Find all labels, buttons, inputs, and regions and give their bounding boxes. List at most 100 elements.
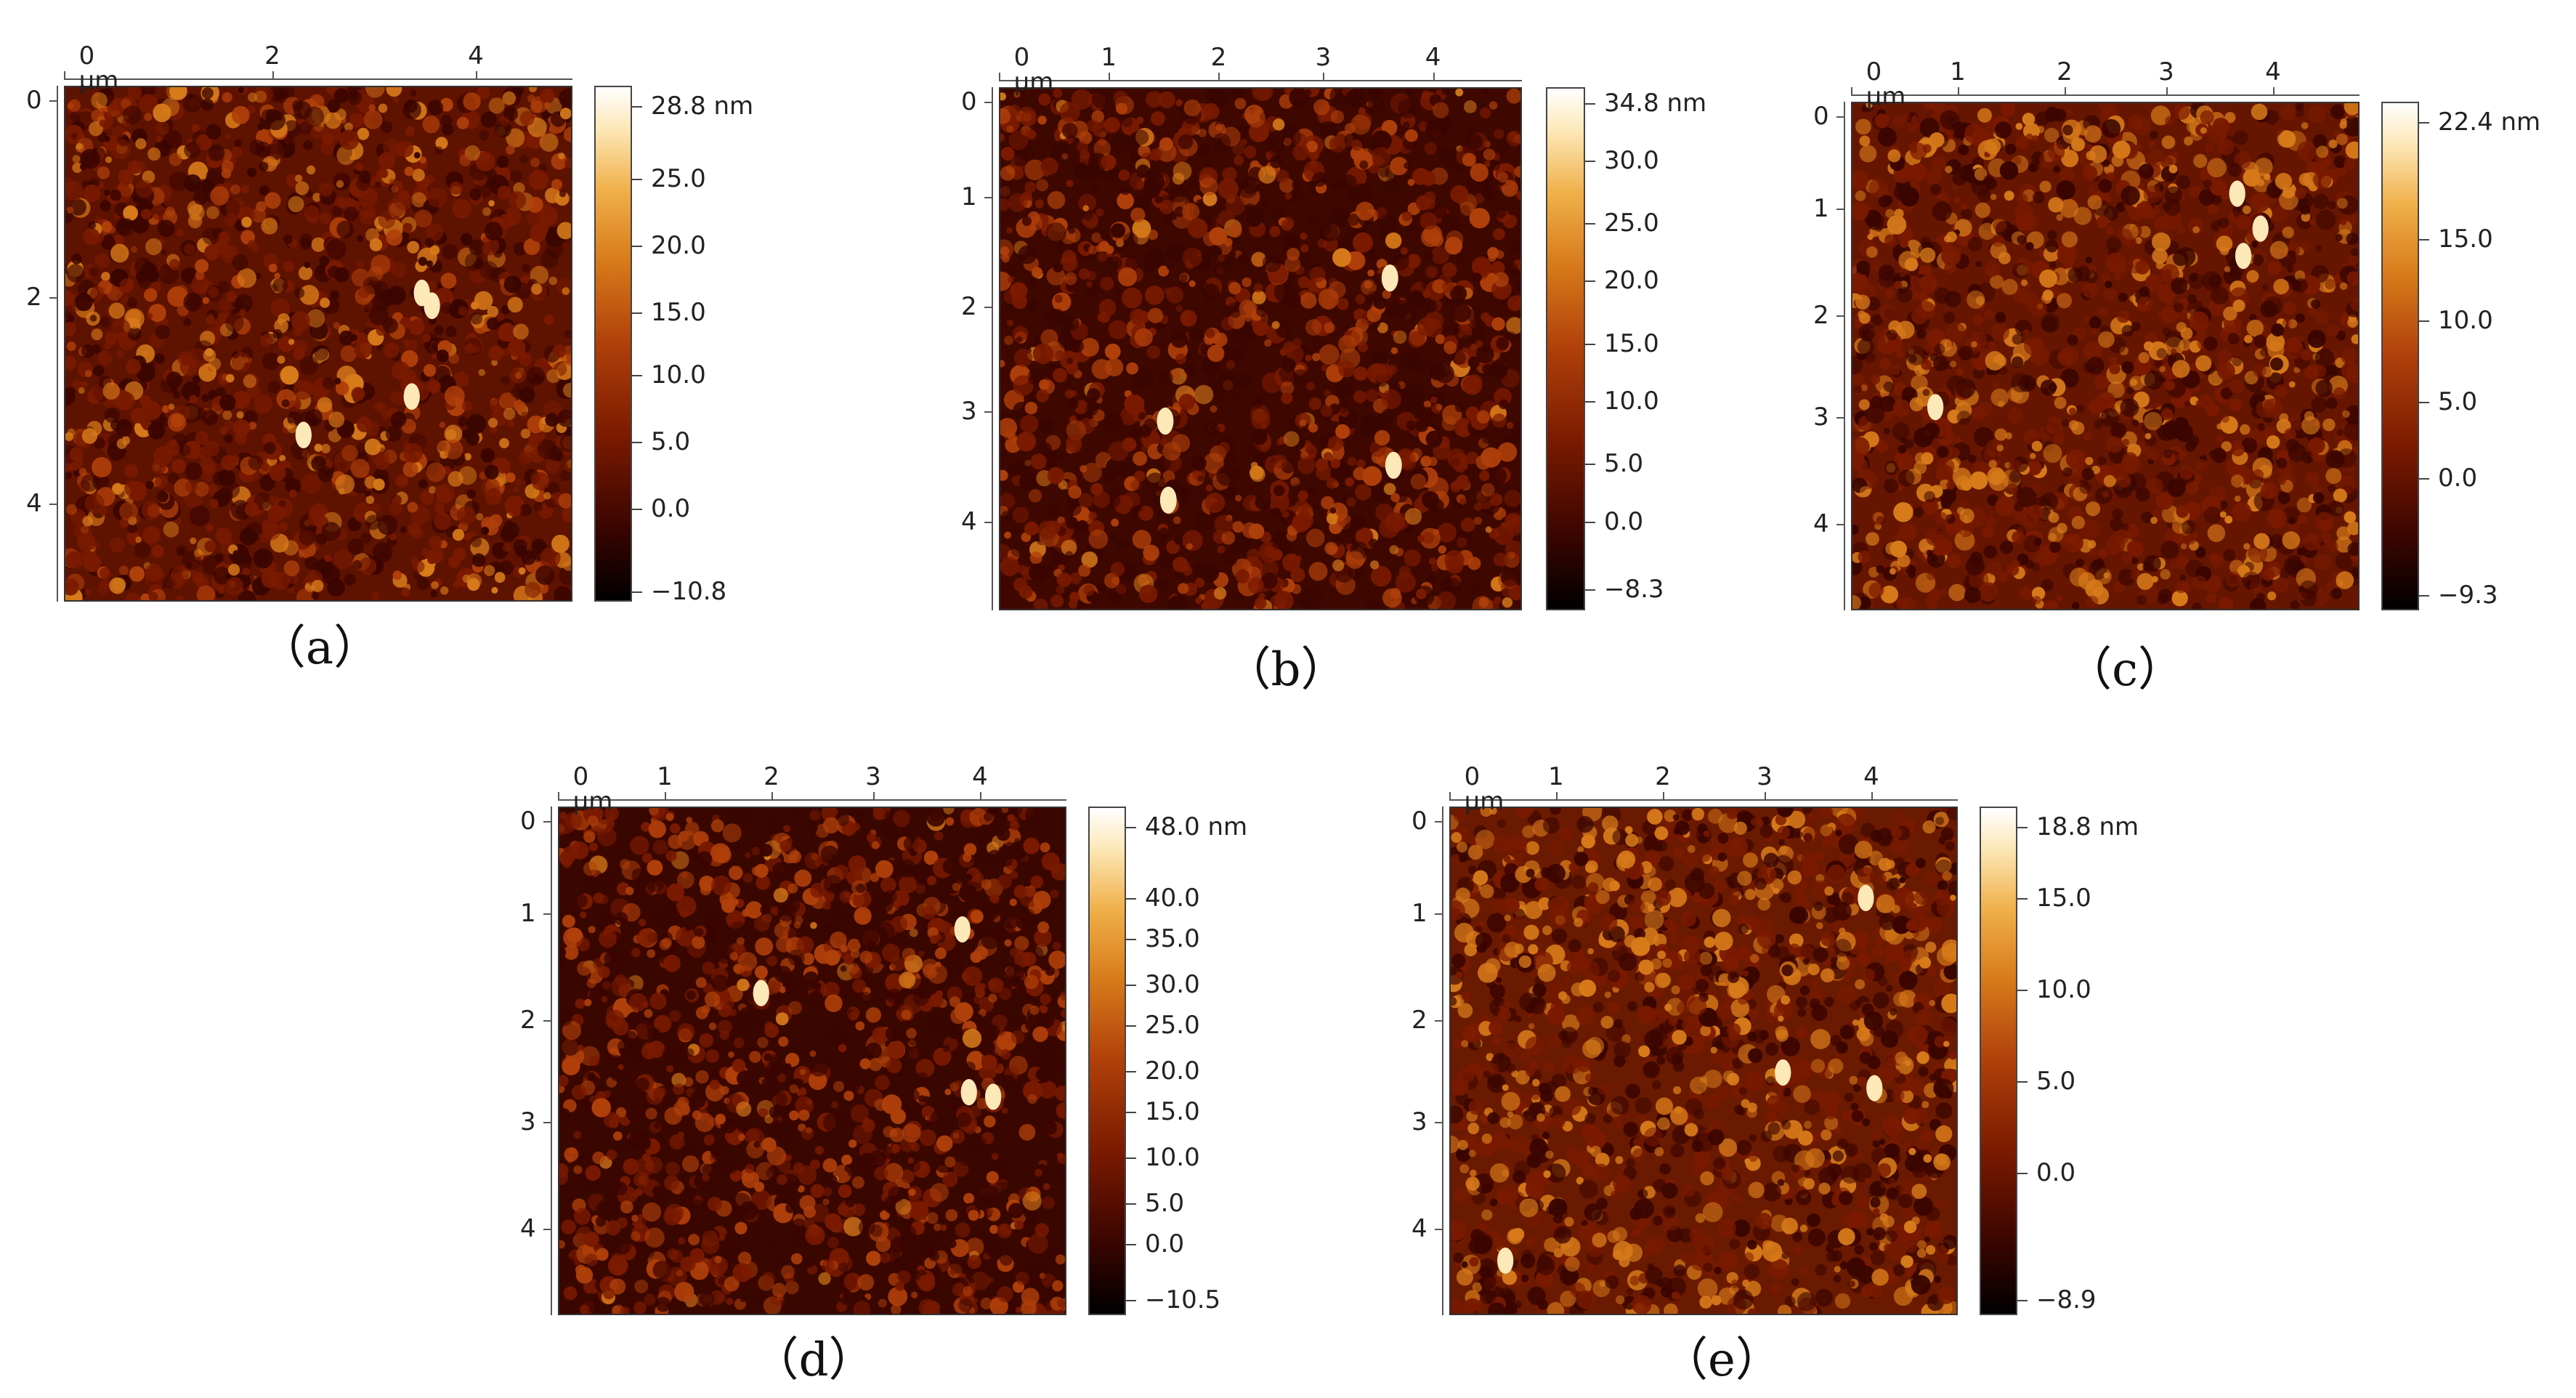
y-tick-mark [49, 297, 58, 299]
y-tick-mark [1836, 417, 1845, 419]
colorbar-label: 48.0 nm [1145, 812, 1248, 841]
x-tick-mark [1851, 87, 1852, 96]
colorbar-tick-mark [2017, 990, 2028, 991]
colorbar-tick-mark [632, 441, 642, 443]
colorbar-tick-mark [632, 591, 642, 593]
x-tick-mark [1958, 87, 1959, 96]
colorbar-tick-mark [1585, 160, 1595, 162]
y-tick-label: 3 [520, 1107, 536, 1136]
colorbar-tick-mark [632, 312, 642, 315]
x-tick-mark [1449, 792, 1451, 801]
y-tick-mark [1435, 1122, 1443, 1123]
colorbar-tick-mark [1585, 280, 1595, 283]
y-tick-label: 3 [1411, 1107, 1427, 1136]
x-tick-label: 2 [1655, 762, 1671, 791]
x-tick-label: 1 [1950, 57, 1966, 86]
y-axis-line [1844, 102, 1845, 610]
y-tick-mark [1836, 116, 1845, 118]
x-tick-label: 1 [1548, 762, 1564, 791]
x-tick-mark [1871, 792, 1873, 801]
colorbar-label: 20.0 [1604, 266, 1659, 296]
colorbar-label: 15.0 [1145, 1097, 1200, 1126]
x-tick-mark [980, 792, 981, 801]
panel-caption: （a） [259, 621, 381, 675]
y-tick-label: 4 [961, 506, 977, 536]
x-tick-label: 3 [2158, 57, 2174, 86]
y-tick-mark [1836, 524, 1845, 525]
colorbar-tick-mark [2419, 122, 2429, 124]
colorbar-tick-mark [2017, 1173, 2028, 1174]
y-tick-mark [543, 1122, 552, 1123]
x-tick-label: 4 [972, 762, 988, 791]
colorbar-label: 28.8 nm [651, 92, 754, 121]
colorbar-label: 20.0 [651, 231, 706, 261]
y-tick-mark [49, 100, 58, 102]
colorbar-tick-mark [1585, 102, 1595, 105]
afm-height-map-a [64, 86, 572, 602]
colorbar-tick-mark [1585, 589, 1595, 591]
colorbar-label: 0.0 [1145, 1229, 1185, 1258]
panel-caption: （c） [2065, 643, 2184, 697]
x-tick-label: 2 [1210, 43, 1227, 72]
colorbar-label: 0.0 [2036, 1158, 2076, 1187]
y-tick-mark [543, 1020, 552, 1022]
colorbar-tick-mark [632, 106, 642, 108]
x-tick-mark [2273, 87, 2275, 96]
panel-caption: （e） [1661, 1333, 1782, 1387]
colorbar-tick-mark [1126, 1025, 1136, 1027]
colorbar-label: 30.0 [1145, 970, 1200, 999]
y-tick-label: 1 [1813, 194, 1829, 223]
colorbar-tick-mark [1126, 939, 1136, 940]
colorbar-label: 5.0 [651, 427, 691, 456]
y-tick-label: 0 [26, 86, 42, 115]
colorbar-tick-mark [2017, 1081, 2028, 1083]
y-tick-label: 2 [1411, 1006, 1427, 1035]
colorbar-label: −9.3 [2438, 581, 2498, 610]
x-tick-mark [1765, 792, 1766, 801]
colorbar-tick-mark [632, 246, 642, 248]
colorbar-label: 0.0 [1604, 506, 1644, 536]
colorbar-tick-mark [1585, 223, 1595, 225]
y-tick-mark [543, 821, 552, 823]
colorbar-label: 5.0 [2036, 1067, 2076, 1096]
x-tick-label: 0 µm [1866, 57, 1906, 111]
x-tick-label: 3 [1315, 43, 1332, 72]
colorbar-label: 10.0 [1145, 1143, 1200, 1172]
y-tick-label: 4 [1813, 509, 1829, 538]
y-tick-mark [1435, 821, 1443, 823]
colorbar-label: 25.0 [1145, 1011, 1200, 1040]
y-tick-mark [984, 307, 993, 309]
colorbar-tick-mark [1585, 401, 1595, 403]
colorbar-label: −10.8 [651, 576, 727, 606]
y-tick-label: 1 [961, 182, 977, 212]
colorbar-tick-mark [1126, 1157, 1136, 1159]
y-tick-label: 1 [1411, 899, 1427, 928]
y-tick-label: 4 [26, 489, 42, 519]
y-tick-label: 1 [520, 899, 536, 928]
y-tick-label: 0 [1411, 807, 1427, 836]
y-tick-mark [1836, 315, 1845, 317]
x-tick-mark [665, 792, 666, 801]
colorbar-tick-mark [632, 178, 642, 180]
colorbar-tick-mark [2419, 478, 2429, 480]
x-tick-mark [558, 792, 559, 801]
colorbar-label: 35.0 [1145, 924, 1200, 953]
colorbar-label: 22.4 nm [2438, 108, 2541, 137]
colorbar-tick-mark [2419, 402, 2429, 403]
afm-height-map-d [558, 807, 1066, 1315]
y-tick-label: 3 [961, 397, 977, 427]
y-tick-mark [984, 521, 993, 523]
x-tick-mark [1663, 792, 1664, 801]
y-tick-label: 0 [961, 87, 977, 116]
x-tick-label: 3 [865, 762, 881, 791]
x-tick-mark [1323, 73, 1325, 81]
colorbar-label: −8.9 [2036, 1285, 2097, 1314]
colorbar-tick-mark [2419, 239, 2429, 241]
y-tick-mark [984, 411, 993, 413]
x-tick-mark [476, 71, 477, 80]
colorbar-tick-mark [1126, 1244, 1136, 1245]
colorbar-label: 10.0 [2036, 975, 2091, 1004]
x-axis-line [64, 78, 572, 80]
colorbar-label: 40.0 [1145, 884, 1200, 913]
colorbar-tick-mark [1126, 985, 1136, 986]
